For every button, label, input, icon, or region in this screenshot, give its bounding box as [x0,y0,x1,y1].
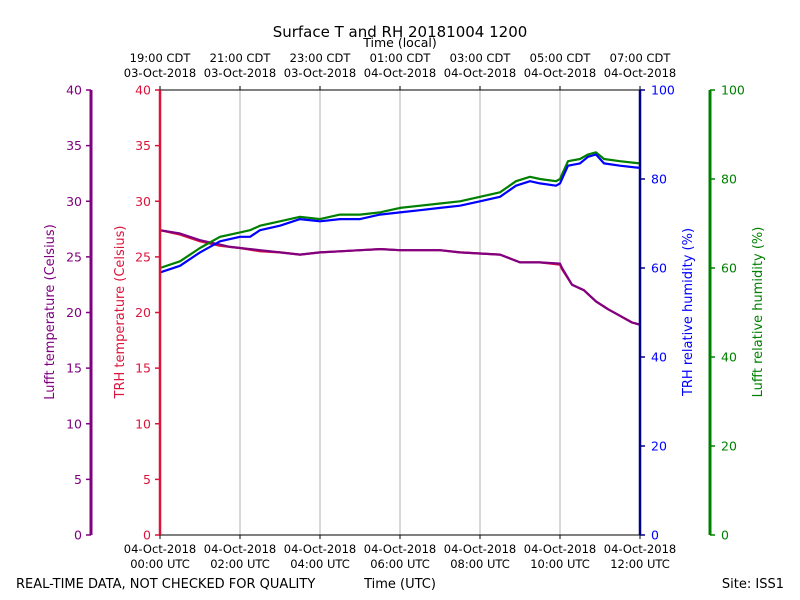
x-tick-label-line1: 04-Oct-2018 [444,542,516,556]
y-tick-label: 30 [135,194,151,209]
chart-title: Surface T and RH 20181004 1200 [273,23,528,41]
lufft-temp-axis-ticks: 0 5 10 15 20 25 30 35 40 [66,83,91,543]
y-tick-label: 40 [721,350,737,365]
x-tick-label-line2: 04-Oct-2018 [364,66,436,80]
x-tick-label-line2: 02:00 UTC [210,557,270,571]
trh-rh-axis-label: TRH relative humidity (%) [681,228,696,397]
x-tick-label-line2: 04-Oct-2018 [444,66,516,80]
y-tick-label: 15 [66,361,82,376]
x-tick-label-line1: 03:00 CDT [450,51,512,65]
y-tick-label: 20 [721,439,737,454]
y-tick-label: 80 [721,172,737,187]
x-tick-label-line2: 10:00 UTC [530,557,590,571]
x-tick-label-line2: 12:00 UTC [610,557,670,571]
y-tick-label: 35 [135,138,151,153]
trh-temp-axis-label: TRH temperature (Celsius) [113,226,128,400]
y-tick-label: 0 [74,528,82,543]
x-tick-label-line2: 06:00 UTC [370,557,430,571]
y-tick-label: 5 [74,472,82,487]
x-tick-label-line1: 04-Oct-2018 [284,542,356,556]
x-tick-label-line1: 05:00 CDT [530,51,592,65]
y-tick-label: 80 [651,172,667,187]
y-tick-label: 0 [651,528,659,543]
x-tick-label-line2: 04-Oct-2018 [524,66,596,80]
trh-temp-axis-ticks: 0 5 10 15 20 25 30 35 40 [135,83,160,543]
y-tick-label: 60 [651,261,667,276]
y-tick-label: 100 [721,83,745,98]
y-tick-label: 0 [143,528,151,543]
x-tick-label-line1: 04-Oct-2018 [604,542,676,556]
y-tick-label: 20 [651,439,667,454]
x-tick-label-line2: 00:00 UTC [130,557,190,571]
x-tick-label-line1: 23:00 CDT [290,51,352,65]
x-tick-label-line1: 21:00 CDT [210,51,272,65]
x-tick-label-line1: 04-Oct-2018 [124,542,196,556]
y-tick-label: 100 [651,83,675,98]
series-line-trh-relative-humidity [159,153,641,274]
y-tick-label: 60 [721,261,737,276]
y-tick-label: 15 [135,361,151,376]
series-layer [159,151,641,326]
y-tick-label: 20 [66,305,82,320]
x-tick-label-line1: 19:00 CDT [130,51,192,65]
y-tick-label: 25 [135,249,151,264]
lufft-temp-axis-label: Lufft temperature (Celsius) [43,224,58,400]
y-tick-label: 20 [135,305,151,320]
x-tick-label-line2: 04:00 UTC [290,557,350,571]
grid-lines [239,90,561,535]
y-tick-label: 35 [66,138,82,153]
top-axis-title: Time (local) [362,35,436,50]
x-tick-label-line2: 04-Oct-2018 [604,66,676,80]
x-tick-label-line2: 03-Oct-2018 [124,66,196,80]
x-tick-label-line1: 04-Oct-2018 [364,542,436,556]
quality-disclaimer: REAL-TIME DATA, NOT CHECKED FOR QUALITY [16,577,315,592]
x-tick-label-line1: 01:00 CDT [370,51,432,65]
y-tick-label: 40 [66,83,82,98]
lufft-rh-axis-label: Lufft relative humidity (%) [751,227,766,398]
y-tick-label: 10 [135,416,151,431]
x-tick-label-line1: 04-Oct-2018 [204,542,276,556]
series-line-lufft-relative-humidity [159,151,641,270]
trh-rh-axis-ticks: 0 20 40 60 80 100 [640,83,675,543]
y-tick-label: 40 [135,83,151,98]
y-tick-label: 25 [66,249,82,264]
y-tick-label: 40 [651,350,667,365]
x-tick-label-line2: 03-Oct-2018 [284,66,356,80]
bottom-axis-title: Time (UTC) [363,577,436,592]
x-tick-label-line2: 08:00 UTC [450,557,510,571]
site-label: Site: ISS1 [722,577,784,592]
series-line-lufft-temperature [159,229,641,326]
y-tick-label: 30 [66,194,82,209]
x-tick-label-line1: 07:00 CDT [610,51,672,65]
y-tick-label: 5 [143,472,151,487]
y-tick-label: 10 [66,416,82,431]
y-tick-label: 0 [721,528,729,543]
x-tick-label-line1: 04-Oct-2018 [524,542,596,556]
x-tick-label-line2: 03-Oct-2018 [204,66,276,80]
lufft-rh-axis-ticks: 0 20 40 60 80 100 [710,83,745,543]
